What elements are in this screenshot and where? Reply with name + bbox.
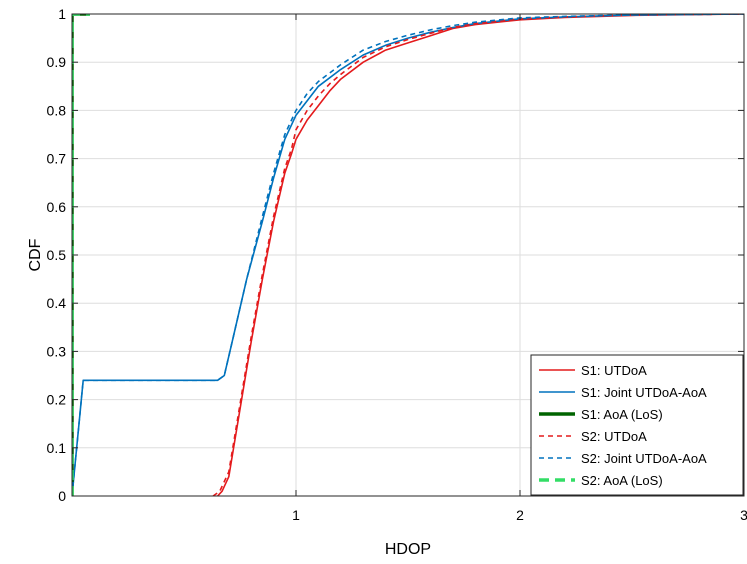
y-tick-label: 0.6 xyxy=(47,199,67,215)
y-tick-label: 1 xyxy=(58,6,66,22)
series-line-2 xyxy=(72,14,744,496)
x-axis-label: HDOP xyxy=(385,541,431,558)
legend-label: S1: AoA (LoS) xyxy=(581,407,663,422)
y-tick-label: 0.7 xyxy=(47,151,67,167)
y-tick-label: 0.4 xyxy=(47,295,67,311)
legend: S1: UTDoA S1: Joint UTDoA-AoA S1: AoA (LoS… xyxy=(530,354,744,496)
legend-label: S2: AoA (LoS) xyxy=(581,473,663,488)
x-tick-label: 3 xyxy=(740,507,747,523)
legend-label: S2: UTDoA xyxy=(581,429,647,444)
y-tick-label: 0.3 xyxy=(47,343,67,359)
legend-label: S1: UTDoA xyxy=(581,363,647,378)
legend-label: S2: Joint UTDoA-AoA xyxy=(581,451,707,466)
y-tick-label: 0.9 xyxy=(47,54,67,70)
y-axis-label: CDF xyxy=(27,238,44,271)
series-line-4 xyxy=(212,14,744,496)
legend-box xyxy=(530,354,744,496)
x-tick-label: 2 xyxy=(516,507,524,523)
y-tick-label: 0.2 xyxy=(47,392,67,408)
legend-label: S1: Joint UTDoA-AoA xyxy=(581,385,707,400)
y-tick-label: 0.1 xyxy=(47,440,67,456)
series-layer xyxy=(72,14,744,496)
y-tick-label: 0 xyxy=(58,488,66,504)
ticks: 0 0.1 0.2 0.3 0.4 0.5 0.6 0.7 0.8 0.9 1 1 2 3 xyxy=(47,6,747,523)
y-tick-label: 0.8 xyxy=(47,102,67,118)
y-tick-label: 0.5 xyxy=(47,247,67,263)
series-line-1 xyxy=(217,14,744,496)
x-tick-label: 1 xyxy=(292,507,300,523)
series-line-5 xyxy=(72,14,744,496)
